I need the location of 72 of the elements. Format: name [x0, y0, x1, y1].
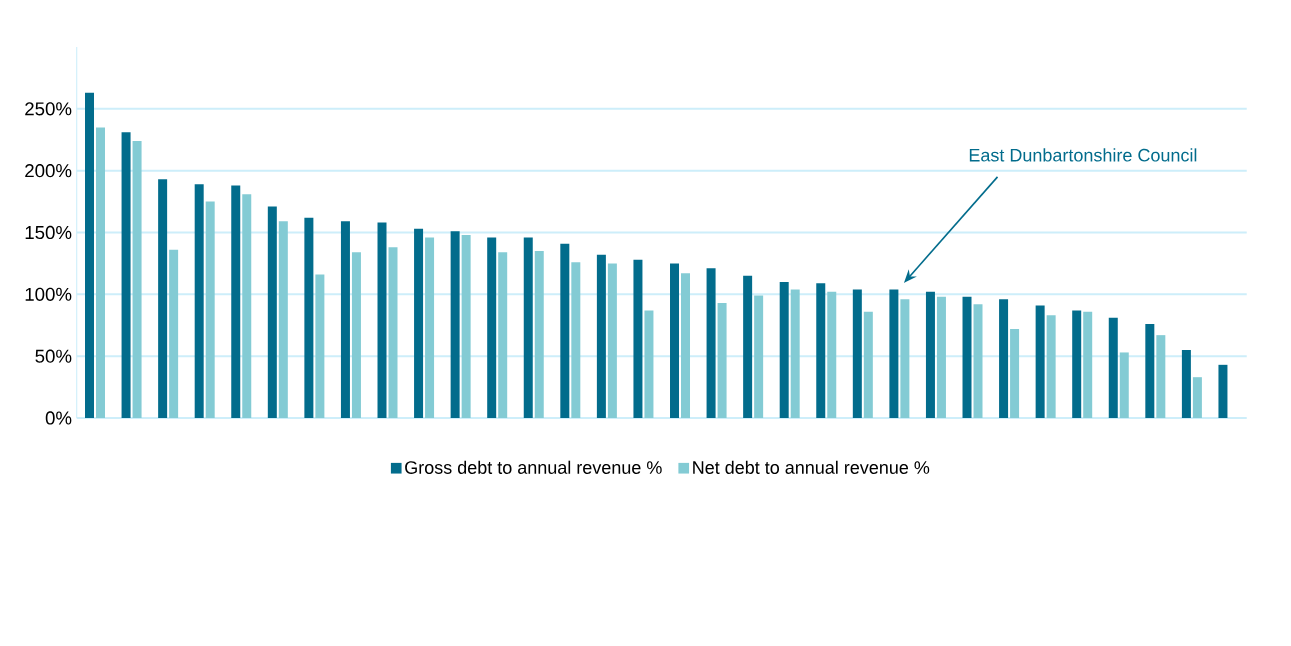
bar [85, 92, 94, 418]
bar [1072, 310, 1082, 418]
bar [425, 237, 435, 418]
bar [596, 254, 606, 418]
bar [999, 299, 1009, 418]
bar [827, 291, 837, 418]
y-tick-label: 150% [25, 225, 72, 240]
bar [351, 252, 361, 418]
bar [132, 140, 142, 418]
bar [816, 283, 826, 418]
bar [1145, 324, 1155, 418]
bar [644, 310, 654, 418]
bar [754, 295, 764, 418]
bar [388, 247, 398, 418]
bar [962, 296, 972, 418]
y-tick-label: 0% [45, 411, 72, 425]
bar [900, 299, 910, 418]
bar [267, 206, 277, 418]
bar [670, 263, 680, 418]
bar [1046, 315, 1056, 418]
bar [534, 251, 544, 418]
bar [169, 249, 179, 418]
bar [278, 221, 288, 418]
y-tick-label: 200% [25, 164, 72, 178]
bar [523, 237, 533, 418]
bar [936, 296, 946, 418]
bar [1035, 305, 1045, 418]
legend-label: Gross debt to annual revenue % [405, 460, 662, 474]
bar [450, 231, 460, 418]
bar [863, 311, 873, 418]
bar [315, 274, 325, 418]
bar [498, 252, 508, 418]
bar [1218, 364, 1228, 418]
bar [377, 222, 387, 418]
bar [607, 263, 617, 418]
bar [194, 184, 204, 418]
bar [231, 185, 241, 418]
bar [706, 268, 716, 418]
bar [790, 289, 800, 418]
bar [1119, 352, 1129, 418]
bar [242, 194, 252, 418]
bar [717, 302, 727, 418]
y-tick-label: 250% [25, 102, 72, 116]
bar [743, 275, 753, 418]
bar [1083, 311, 1093, 418]
bar [779, 281, 789, 418]
bar [205, 201, 215, 418]
bar [681, 273, 691, 418]
bar [925, 291, 935, 418]
bar [461, 234, 471, 418]
bar [1010, 328, 1020, 418]
bar [571, 262, 581, 418]
y-tick-label: 50% [35, 349, 72, 363]
bar [1108, 317, 1118, 418]
bar [973, 304, 983, 418]
annotation: East Dunbartonshire Council [969, 148, 1197, 162]
y-tick-label: 100% [25, 287, 72, 301]
bar [852, 289, 862, 418]
bar [1156, 335, 1166, 418]
bar [487, 237, 497, 418]
bar [1192, 377, 1202, 418]
bar [340, 221, 350, 418]
bar [158, 179, 168, 418]
bar [96, 127, 105, 418]
bar [889, 289, 899, 418]
bar [121, 132, 131, 418]
bar [560, 243, 570, 418]
bar [1181, 349, 1191, 418]
bar [304, 217, 314, 418]
legend-label: Net debt to annual revenue % [693, 460, 930, 474]
bar [414, 228, 424, 418]
bar [633, 259, 643, 418]
